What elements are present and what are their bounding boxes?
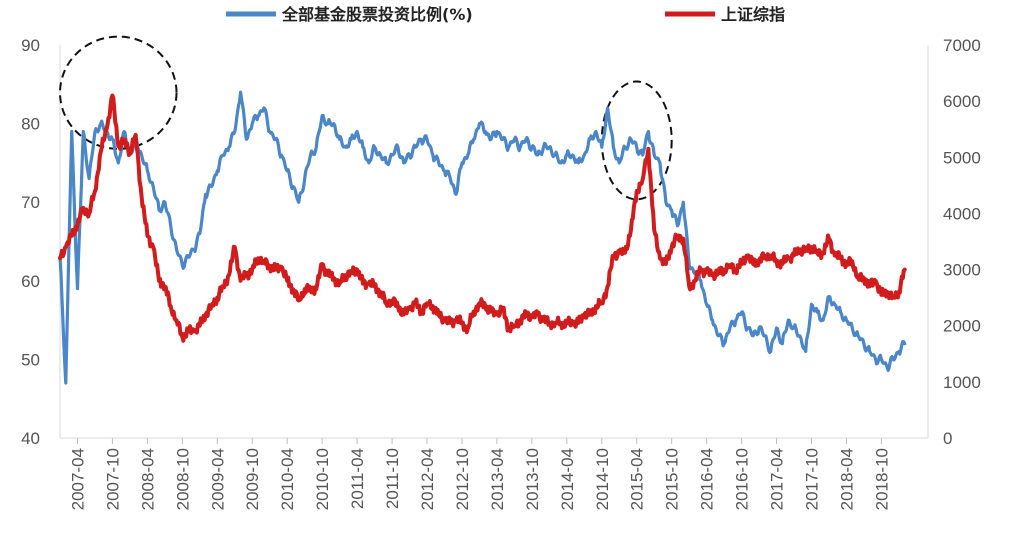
x-tick-label: 2007-10 — [103, 448, 122, 510]
x-tick-label: 2018-10 — [872, 448, 891, 510]
y-left-tick-label: 80 — [21, 115, 40, 134]
y-left-tick-label: 70 — [21, 193, 40, 212]
x-tick-label: 2013-10 — [523, 448, 542, 510]
y-left-tick-label: 60 — [21, 272, 40, 291]
axes: 40 50 60 70 80 90 0 1000 2000 3000 4000 5000 6000 700… — [21, 36, 981, 510]
x-tick-label: 2014-10 — [593, 448, 612, 510]
y-left-tick-label: 50 — [21, 350, 40, 369]
y-right-tick-label: 7000 — [943, 36, 981, 55]
legend-label-shanghai-index: 上证综指 — [721, 5, 785, 24]
x-tick-label: 2009-04 — [208, 448, 227, 510]
x-tick-label: 2008-10 — [173, 448, 192, 510]
y-left-tick-label: 90 — [21, 36, 40, 55]
x-tick-label: 2017-10 — [802, 448, 821, 510]
x-tick-label: 2007-04 — [68, 448, 87, 510]
y-left-tick-label: 40 — [21, 429, 40, 448]
x-tick-label: 2013-04 — [488, 448, 507, 510]
x-tick-label: 2014-04 — [558, 448, 577, 510]
x-tick-label: 2012-10 — [453, 448, 472, 510]
x-tick-label: 2012-04 — [418, 448, 437, 510]
legend: 全部基金股票投资比例(%) 上证综指 — [226, 5, 785, 24]
y-right-tick-label: 5000 — [943, 148, 981, 167]
x-tick-label: 2016-04 — [698, 448, 717, 510]
y-right-tick-label: 4000 — [943, 204, 981, 223]
x-tick-label: 2011-04 — [348, 448, 367, 509]
x-tick-label: 2008-04 — [138, 448, 157, 510]
y-right-tick-label: 1000 — [943, 373, 981, 392]
x-tick-label: 2010-10 — [313, 448, 332, 510]
x-tick-label: 2016-10 — [733, 448, 752, 510]
y-right-tick-label: 0 — [943, 429, 952, 448]
x-tick-label: 2010-04 — [278, 448, 297, 510]
legend-label-fund-ratio: 全部基金股票投资比例(%) — [281, 5, 473, 24]
y-right-tick-label: 6000 — [943, 92, 981, 111]
y-right-tick-label: 3000 — [943, 261, 981, 280]
annotations — [59, 35, 673, 201]
series-line-shanghai-index — [58, 93, 907, 343]
x-tick-label: 2015-10 — [663, 448, 682, 510]
x-tick-label: 2015-04 — [628, 448, 647, 510]
y-right-tick-label: 2000 — [943, 317, 981, 336]
series-line-fund-ratio — [58, 90, 907, 385]
x-tick-label: 2011-10 — [383, 448, 402, 509]
x-tick-label: 2009-10 — [243, 448, 262, 510]
peak-highlight-ellipse — [59, 35, 178, 150]
series-lines — [58, 90, 907, 385]
x-tick-label: 2018-04 — [837, 448, 856, 510]
x-tick-label: 2017-04 — [768, 448, 787, 510]
